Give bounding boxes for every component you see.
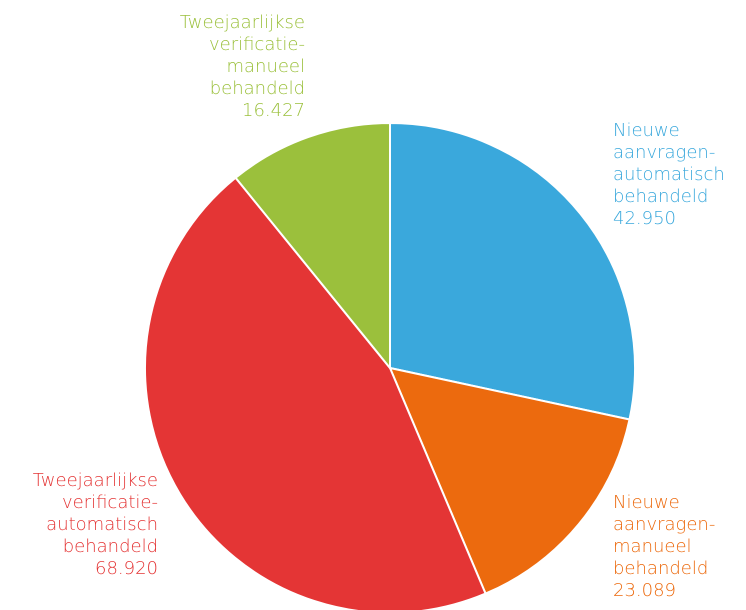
category-label: Nieuwe aanvragen-manueel behandeld <box>613 492 716 579</box>
slice-label: Tweejaarlijkse verificatie-manueel behan… <box>155 12 305 122</box>
value-label: 68.920 <box>95 558 158 579</box>
slice-label: Nieuwe aanvragen-automatisch behandeld 42… <box>613 120 746 230</box>
value-label: 42.950 <box>613 208 676 229</box>
value-label: 23.089 <box>613 580 676 601</box>
slice-label: Nieuwe aanvragen-manueel behandeld 23.089 <box>613 492 746 602</box>
pie-slice <box>389 121 636 421</box>
pie-slice <box>388 366 631 595</box>
category-label: Nieuwe aanvragen-automatisch behandeld <box>613 120 725 207</box>
category-label: Tweejaarlijkse verificatie-automatisch b… <box>32 470 158 557</box>
pie-slice <box>234 121 391 371</box>
category-label: Tweejaarlijkse verificatie-manueel behan… <box>179 12 305 99</box>
value-label: 16.427 <box>242 100 305 121</box>
slice-label: Tweejaarlijkse verificatie-automatisch b… <box>8 470 158 580</box>
pie-slice <box>144 176 487 610</box>
